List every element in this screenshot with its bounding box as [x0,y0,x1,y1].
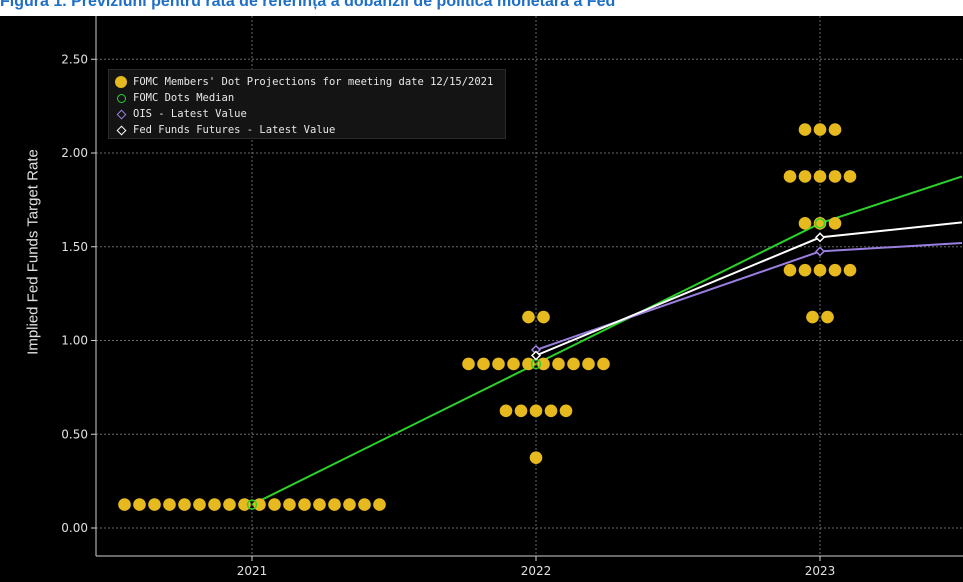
dot-projection [783,170,797,183]
legend-diamond-icon [116,109,126,119]
dot-projection [798,123,812,136]
dot-projection [193,498,206,511]
dot-projection [798,263,812,277]
dot-projection [522,357,535,371]
dot-projection [783,263,797,277]
y-tick-label: 0.00 [61,521,88,535]
dot-projection [828,217,842,230]
x-tick-label: 2023 [805,564,836,578]
dot-projection [118,498,131,511]
series-markers [246,218,826,510]
x-tick-label: 2021 [237,564,268,578]
y-tick-label: 2.50 [61,52,88,66]
axes: 0.00 0.50 1.00 1.50 2.00 2.50 2021 2022 2023 [61,16,963,578]
legend-label: FOMC Members' Dot Projections for meetin… [133,76,494,88]
dot-projection [313,498,326,511]
figure-caption-text: Figura 1. Previziuni pentru rata de refe… [0,0,616,10]
dot-projection [298,498,311,511]
y-tick-label: 1.00 [61,334,88,348]
dot-projection [806,310,819,324]
y-tick-label: 0.50 [61,427,88,441]
dot-projection [358,498,371,511]
dot-projection [529,404,543,418]
dot-projection [373,498,386,511]
median-marker [814,218,826,229]
legend: FOMC Members' Dot Projections for meetin… [108,69,506,139]
futures-marker [530,350,542,361]
gridlines [96,16,963,556]
dot-projection [798,170,812,183]
dot-projection [328,498,341,511]
dot-projection [798,217,812,230]
median-line [251,175,963,506]
futures-line [535,221,963,357]
figure-caption: Figura 1. Previziuni pentru rata de refe… [0,0,963,16]
dot-projection [462,357,475,371]
dot-projection [559,404,573,418]
legend-item-futures: Fed Funds Futures - Latest Value [115,122,335,138]
legend-diamond-icon [116,125,126,135]
dot-projection [522,310,535,324]
dot-projection [537,357,550,371]
x-tick-label: 2022 [521,564,552,578]
dot-projection [537,310,550,324]
y-tick-label: 2.00 [61,146,88,160]
dot-projection [223,498,236,511]
legend-item-ois: OIS - Latest Value [115,106,247,122]
dot-projections [118,123,857,511]
dot-projection [208,498,221,511]
dot-projection [597,357,610,371]
legend-dot-icon [115,76,127,88]
dot-projection [253,498,266,511]
dot-projection [514,404,528,418]
dot-projection [828,123,842,136]
dot-projection [499,404,513,418]
legend-label: Fed Funds Futures - Latest Value [133,124,336,136]
dot-projection [492,357,505,371]
dot-projection [544,404,558,418]
y-tick-label: 1.50 [61,240,88,254]
legend-label: FOMC Dots Median [133,92,235,104]
dot-projection [843,170,857,183]
dot-projection [343,498,356,511]
dot-projection [507,357,520,371]
dot-projection [477,357,490,371]
dot-projection [582,357,595,371]
dot-projection [567,357,580,371]
dot-projection [843,263,857,277]
dot-projection [828,170,842,183]
dot-projection [283,498,296,511]
dot-projection [813,123,827,136]
dot-projection [828,263,842,277]
dot-projection [238,498,251,511]
dot-projection [178,498,191,511]
dot-projection [268,498,281,511]
dot-projection [133,498,146,511]
dot-projection [552,357,565,371]
dot-projection [148,498,161,511]
legend-label: OIS - Latest Value [133,108,247,120]
legend-ring-icon [116,93,126,103]
median-marker [246,499,258,510]
legend-item-dot-projections: FOMC Members' Dot Projections for meetin… [115,74,493,90]
series-lines [251,175,963,506]
dot-projection [163,498,176,511]
dot-projection [529,451,543,464]
dot-projection [813,263,827,277]
dot-projection [821,310,834,324]
legend-item-median: FOMC Dots Median [115,90,234,106]
ois-marker [814,246,826,257]
y-axis-title-text: Implied Fed Funds Target Rate [24,149,42,355]
futures-marker [814,232,826,243]
dot-projection [813,170,827,183]
